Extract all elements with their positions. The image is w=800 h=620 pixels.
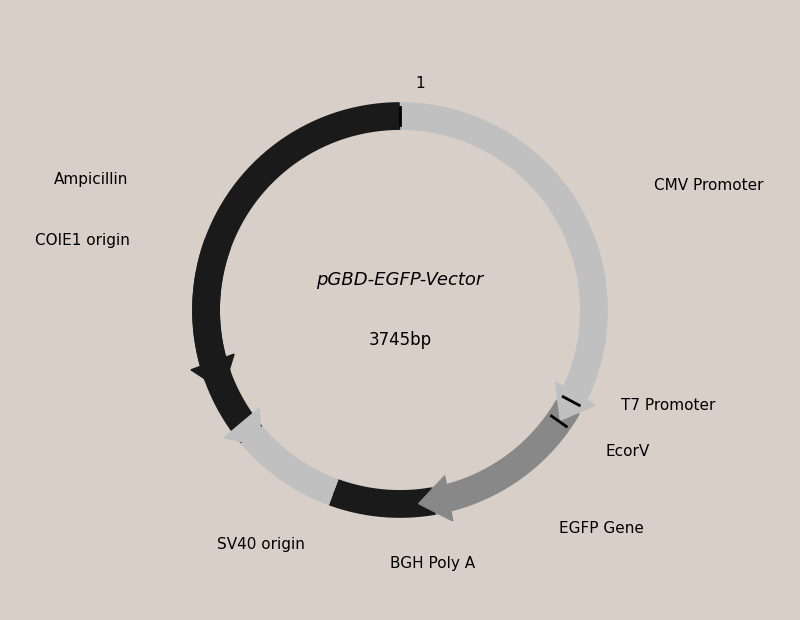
Text: 1: 1 (415, 76, 425, 91)
Text: Ampicillin: Ampicillin (54, 172, 128, 187)
Text: BGH Poly A: BGH Poly A (390, 556, 475, 571)
Polygon shape (418, 476, 453, 521)
Text: COIE1 origin: COIE1 origin (35, 234, 130, 249)
Text: 3745bp: 3745bp (369, 331, 431, 349)
Text: SV40 origin: SV40 origin (217, 538, 305, 552)
Text: EGFP Gene: EGFP Gene (559, 521, 644, 536)
Text: CMV Promoter: CMV Promoter (654, 178, 763, 193)
Text: T7 Promoter: T7 Promoter (621, 398, 715, 414)
Text: pGBD-EGFP-Vector: pGBD-EGFP-Vector (316, 271, 484, 289)
Polygon shape (556, 383, 595, 420)
Polygon shape (191, 354, 234, 391)
Polygon shape (224, 408, 262, 446)
Text: EcorV: EcorV (606, 444, 650, 459)
